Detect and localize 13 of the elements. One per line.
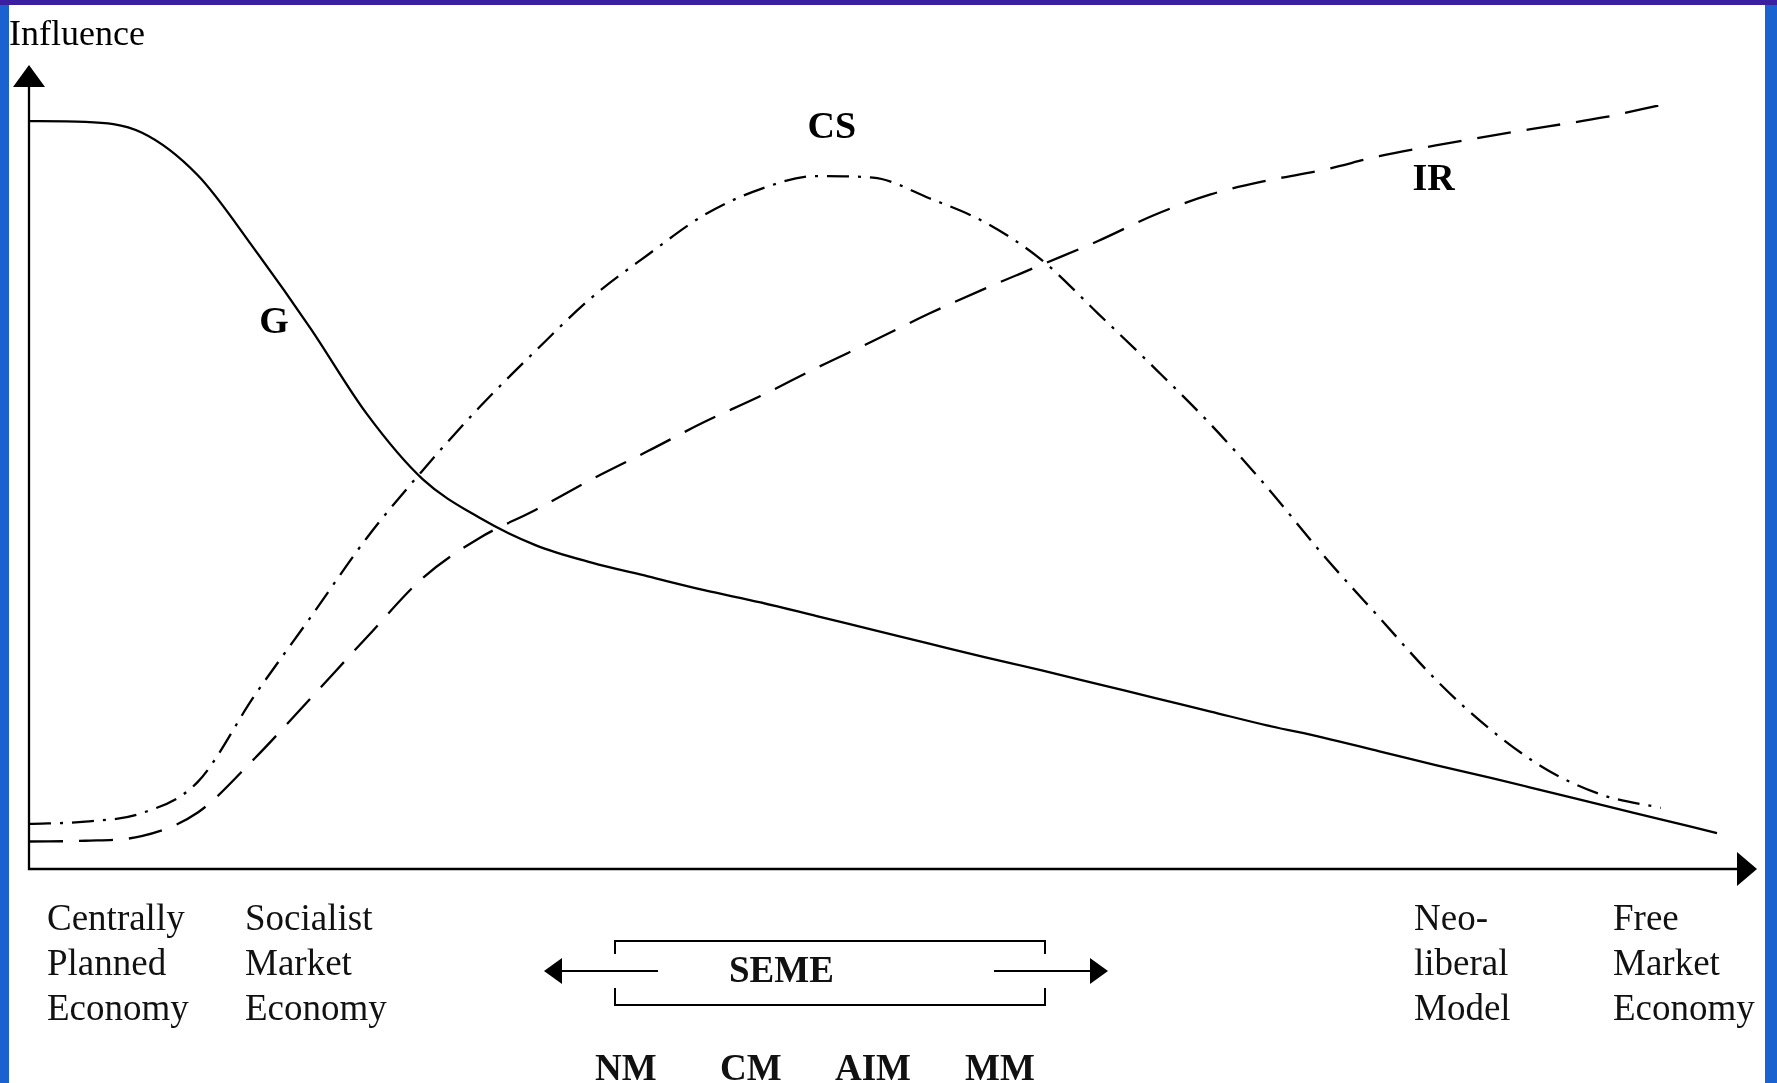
text: Socialist Market Economy xyxy=(245,896,387,1030)
y-axis-title: Influence xyxy=(9,13,145,53)
text: SEME xyxy=(729,948,834,992)
text: MM xyxy=(965,1046,1035,1083)
text: NM xyxy=(595,1046,657,1083)
series-label: CS xyxy=(807,104,857,147)
text: AIM xyxy=(835,1046,912,1083)
text: Neo- liberal Model xyxy=(1414,896,1511,1030)
text: CM xyxy=(720,1046,782,1083)
text: Centrally Planned Economy xyxy=(47,896,189,1030)
series-label: IR xyxy=(1412,156,1456,199)
text: Free Market Economy xyxy=(1613,896,1755,1030)
series-label: G xyxy=(259,298,289,341)
